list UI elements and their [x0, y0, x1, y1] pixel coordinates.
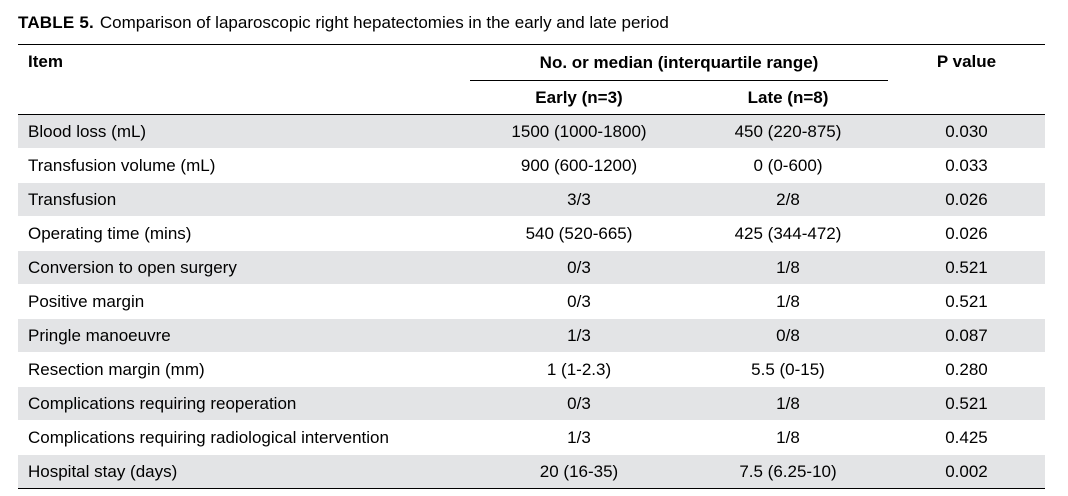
- row-p-value: 0.521: [888, 284, 1045, 319]
- column-header-group: No. or median (interquartile range): [470, 44, 888, 81]
- table-body: Blood loss (mL) 1500 (1000-1800) 450 (22…: [18, 114, 1045, 489]
- table-row: Blood loss (mL) 1500 (1000-1800) 450 (22…: [18, 114, 1045, 149]
- row-late: 1/8: [688, 250, 888, 285]
- row-early: 1 (1-2.3): [470, 352, 688, 387]
- row-late: 2/8: [688, 182, 888, 217]
- row-item: Complications requiring reoperation: [18, 386, 470, 421]
- row-p-value: 0.026: [888, 182, 1045, 217]
- row-late: 1/8: [688, 420, 888, 455]
- row-late: 425 (344-472): [688, 216, 888, 251]
- row-item: Positive margin: [18, 284, 470, 319]
- table-container: Item No. or median (interquartile range)…: [18, 44, 1045, 489]
- row-item: Hospital stay (days): [18, 454, 470, 489]
- row-early: 20 (16-35): [470, 454, 688, 489]
- group-header-rule: [470, 80, 888, 81]
- column-header-p-value: P value: [888, 44, 1045, 115]
- table-title: Comparison of laparoscopic right hepatec…: [99, 13, 669, 32]
- row-item: Conversion to open surgery: [18, 250, 470, 285]
- table-caption: TABLE 5. Comparison of laparoscopic right…: [18, 12, 669, 34]
- column-header-item: Item: [18, 44, 470, 115]
- comparison-table: Item No. or median (interquartile range)…: [18, 44, 1045, 489]
- row-early: 3/3: [470, 182, 688, 217]
- table-row: Transfusion 3/3 2/8 0.026: [18, 182, 1045, 217]
- table-header: Item No. or median (interquartile range)…: [18, 44, 1045, 115]
- table-row: Complications requiring radiological int…: [18, 420, 1045, 455]
- row-item: Blood loss (mL): [18, 114, 470, 149]
- row-item: Pringle manoeuvre: [18, 318, 470, 353]
- row-item: Transfusion volume (mL): [18, 148, 470, 183]
- column-header-group-label: No. or median (interquartile range): [539, 53, 819, 72]
- row-p-value: 0.280: [888, 352, 1045, 387]
- table-row: Positive margin 0/3 1/8 0.521: [18, 284, 1045, 319]
- row-late: 450 (220-875): [688, 114, 888, 149]
- table-row: Conversion to open surgery 0/3 1/8 0.521: [18, 250, 1045, 285]
- row-p-value: 0.425: [888, 420, 1045, 455]
- header-row-2: Early (n=3) Late (n=8): [18, 81, 1045, 115]
- table-row: Hospital stay (days) 20 (16-35) 7.5 (6.2…: [18, 454, 1045, 489]
- header-row-1: Item No. or median (interquartile range)…: [18, 44, 1045, 115]
- row-late: 1/8: [688, 284, 888, 319]
- row-p-value: 0.026: [888, 216, 1045, 251]
- row-late: 0 (0-600): [688, 148, 888, 183]
- row-late: 7.5 (6.25-10): [688, 454, 888, 489]
- row-p-value: 0.030: [888, 114, 1045, 149]
- table-row: Complications requiring reoperation 0/3 …: [18, 386, 1045, 421]
- row-p-value: 0.521: [888, 386, 1045, 421]
- row-p-value: 0.521: [888, 250, 1045, 285]
- row-early: 0/3: [470, 250, 688, 285]
- table-row: Pringle manoeuvre 1/3 0/8 0.087: [18, 318, 1045, 353]
- row-late: 1/8: [688, 386, 888, 421]
- row-late: 5.5 (0-15): [688, 352, 888, 387]
- table-row: Operating time (mins) 540 (520-665) 425 …: [18, 216, 1045, 251]
- row-early: 540 (520-665): [470, 216, 688, 251]
- row-early: 1/3: [470, 420, 688, 455]
- row-late: 0/8: [688, 318, 888, 353]
- column-header-late: Late (n=8): [747, 88, 829, 107]
- row-p-value: 0.033: [888, 148, 1045, 183]
- row-early: 0/3: [470, 386, 688, 421]
- column-header-early: Early (n=3): [535, 88, 623, 107]
- row-item: Operating time (mins): [18, 216, 470, 251]
- row-item: Complications requiring radiological int…: [18, 420, 470, 455]
- row-early: 1/3: [470, 318, 688, 353]
- table-row: Resection margin (mm) 1 (1-2.3) 5.5 (0-1…: [18, 352, 1045, 387]
- row-early: 0/3: [470, 284, 688, 319]
- row-p-value: 0.087: [888, 318, 1045, 353]
- row-early: 900 (600-1200): [470, 148, 688, 183]
- table-label: TABLE 5.: [18, 13, 94, 32]
- row-early: 1500 (1000-1800): [470, 114, 688, 149]
- row-p-value: 0.002: [888, 454, 1045, 489]
- table-row: Transfusion volume (mL) 900 (600-1200) 0…: [18, 148, 1045, 183]
- row-item: Resection margin (mm): [18, 352, 470, 387]
- row-item: Transfusion: [18, 182, 470, 217]
